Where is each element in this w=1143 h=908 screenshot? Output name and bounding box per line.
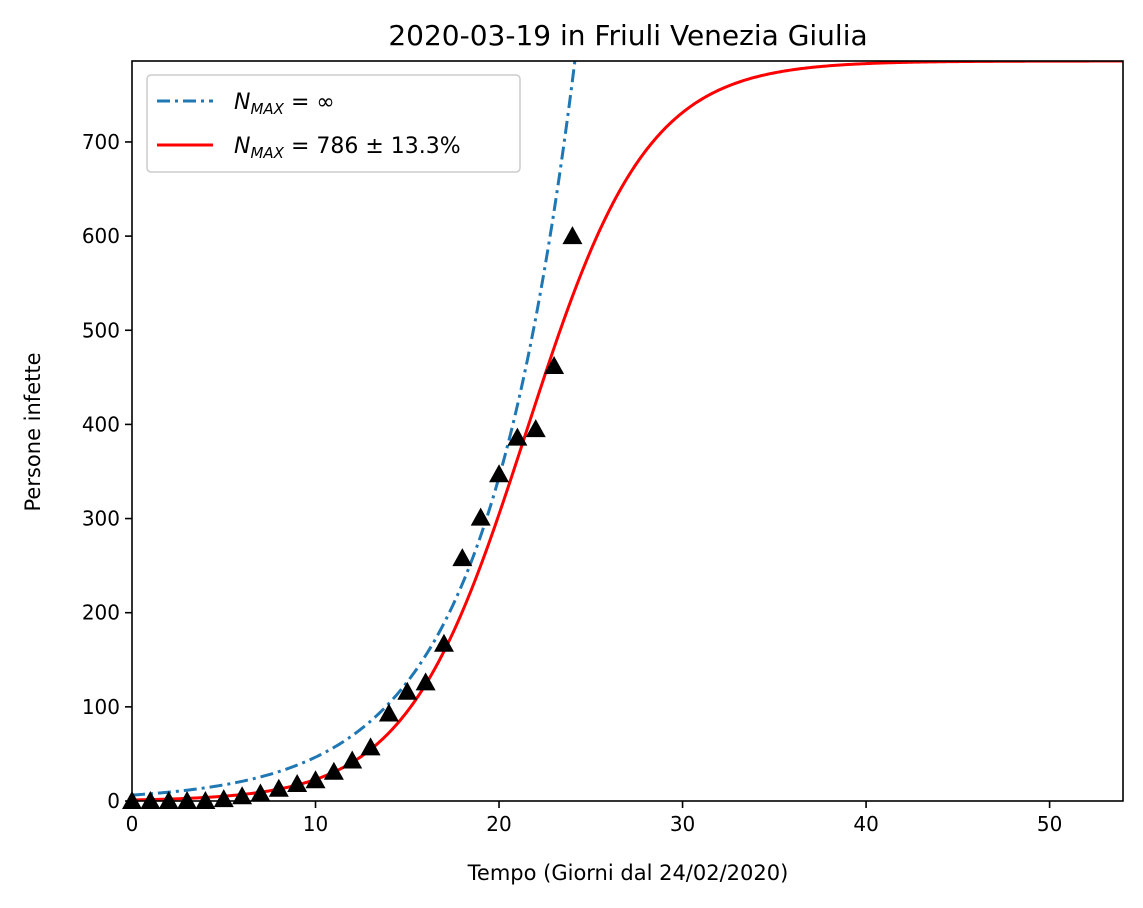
data-point — [415, 672, 436, 691]
y-tick-label: 700 — [82, 130, 120, 154]
data-point — [323, 761, 344, 780]
curve-exponential — [132, 61, 577, 797]
x-tick-label: 50 — [1037, 812, 1062, 836]
y-tick-label: 500 — [82, 318, 120, 342]
legend-label-nmax-infinite: NMAX = ∞ — [234, 90, 335, 118]
legend-symbol: N — [234, 90, 250, 115]
y-axis-label: Persone infette — [21, 352, 45, 511]
data-point — [470, 507, 491, 526]
y-tick-label: 200 — [82, 601, 120, 625]
y-tick-label: 600 — [82, 224, 120, 248]
legend-value: = ∞ — [284, 90, 335, 115]
data-point — [360, 737, 381, 756]
y-tick-label: 0 — [107, 789, 120, 813]
legend-value: = 786 ± 13.3% — [284, 134, 461, 159]
chart-title: 2020-03-19 in Friuli Venezia Giulia — [388, 19, 867, 52]
data-point — [268, 778, 289, 797]
data-point — [305, 770, 326, 789]
x-tick-label: 30 — [670, 812, 695, 836]
data-point — [452, 548, 473, 567]
data-point — [287, 774, 308, 793]
x-tick-label: 20 — [486, 812, 511, 836]
legend-subscript: MAX — [250, 144, 284, 162]
y-tick-label: 300 — [82, 507, 120, 531]
y-tick-label: 400 — [82, 412, 120, 436]
x-tick-label: 40 — [853, 812, 878, 836]
data-point — [213, 789, 234, 808]
data-point — [489, 464, 510, 483]
x-tick-label: 0 — [126, 812, 139, 836]
data-point — [525, 419, 546, 438]
legend-box — [146, 74, 521, 173]
legend-label-nmax-786: NMAX = 786 ± 13.3% — [234, 134, 461, 162]
x-axis-label: Tempo (Giorni dal 24/02/2020) — [467, 861, 789, 885]
data-point — [177, 791, 198, 809]
axes-frame — [131, 60, 1124, 802]
legend-symbol: N — [234, 134, 250, 159]
y-tick-label: 100 — [82, 695, 120, 719]
data-point — [378, 703, 399, 722]
data-point — [562, 226, 583, 245]
legend: NMAX = ∞ NMAX = 786 ± 13.3% — [146, 74, 521, 173]
data-point — [195, 791, 216, 809]
data-point — [342, 750, 363, 769]
data-point — [433, 633, 454, 652]
data-point — [507, 427, 528, 446]
data-point — [140, 791, 161, 809]
data-point — [250, 783, 271, 802]
x-tick-label: 10 — [303, 812, 328, 836]
data-point — [158, 791, 179, 809]
data-point — [544, 356, 565, 375]
data-points — [122, 226, 583, 809]
data-point — [397, 681, 418, 700]
legend-subscript: MAX — [250, 100, 284, 118]
data-point — [232, 786, 253, 805]
